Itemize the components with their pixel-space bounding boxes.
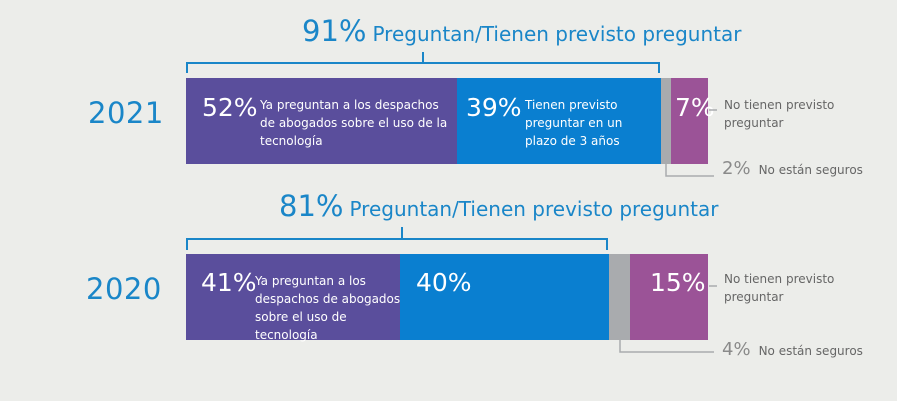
bracket-pct-2020: 81% — [279, 189, 344, 223]
bracket-label-2020: Preguntan/Tienen previsto preguntar — [349, 197, 719, 221]
bracket-label-2021: Preguntan/Tienen previsto preguntar — [372, 22, 742, 46]
no-plan-pct-2021: 7% — [675, 93, 715, 122]
no-plan-label-2020: No tienen previsto preguntar — [724, 272, 835, 304]
bracket-2020 — [186, 227, 608, 250]
stacked-bar-2021 — [186, 78, 708, 164]
unsure-pct-2021: 2% — [722, 158, 751, 179]
segment-already-ask-2021 — [186, 78, 458, 164]
unsure-note-2020: 4% No están seguros — [722, 339, 863, 360]
plan-to-ask-pct-2020: 40% — [416, 268, 472, 297]
no-plan-label-2021: No tienen previsto preguntar — [724, 98, 835, 130]
bracket-title-2020: 81% Preguntan/Tienen previsto preguntar — [279, 189, 718, 223]
segment-no-plan-2020 — [629, 254, 708, 340]
stacked-bar-2020 — [186, 254, 708, 340]
year-label-2020: 2020 — [86, 272, 162, 306]
unsure-label-2020: No están seguros — [758, 344, 863, 358]
bracket-line-2020 — [186, 227, 608, 250]
segment-unsure-2020 — [608, 254, 630, 340]
segment-plan-to-ask-2021 — [457, 78, 662, 164]
bracket-pct-2021: 91% — [302, 14, 367, 48]
segment-plan-to-ask-2020 — [400, 254, 609, 340]
leader-unsure-2021 — [665, 164, 714, 177]
leader-unsure-2020 — [619, 340, 714, 353]
unsure-pct-2020: 4% — [722, 339, 751, 360]
plan-to-ask-pct-2021: 39% — [466, 93, 522, 122]
segment-unsure-2021 — [661, 78, 672, 164]
already-ask-pct-2020: 41% — [201, 268, 257, 297]
bracket-line-2021 — [186, 52, 660, 73]
no-plan-pct-2020: 15% — [650, 268, 706, 297]
already-ask-pct-2021: 52% — [202, 93, 258, 122]
year-label-2021: 2021 — [88, 96, 164, 130]
plan-to-ask-label-2021: Tienen previsto preguntar en un plazo de… — [525, 98, 623, 148]
already-ask-label-2020: Ya preguntan a los despachos de abogados… — [255, 274, 401, 342]
already-ask-label-2021: Ya preguntan a los despachos de abogados… — [260, 98, 448, 148]
segment-already-ask-2020 — [186, 254, 401, 340]
unsure-note-2021: 2% No están seguros — [722, 158, 863, 179]
bracket-title-2021: 91% Preguntan/Tienen previsto preguntar — [302, 14, 741, 48]
unsure-label-2021: No están seguros — [758, 163, 863, 177]
segment-no-plan-2021 — [671, 78, 708, 164]
bracket-2021 — [186, 52, 660, 73]
